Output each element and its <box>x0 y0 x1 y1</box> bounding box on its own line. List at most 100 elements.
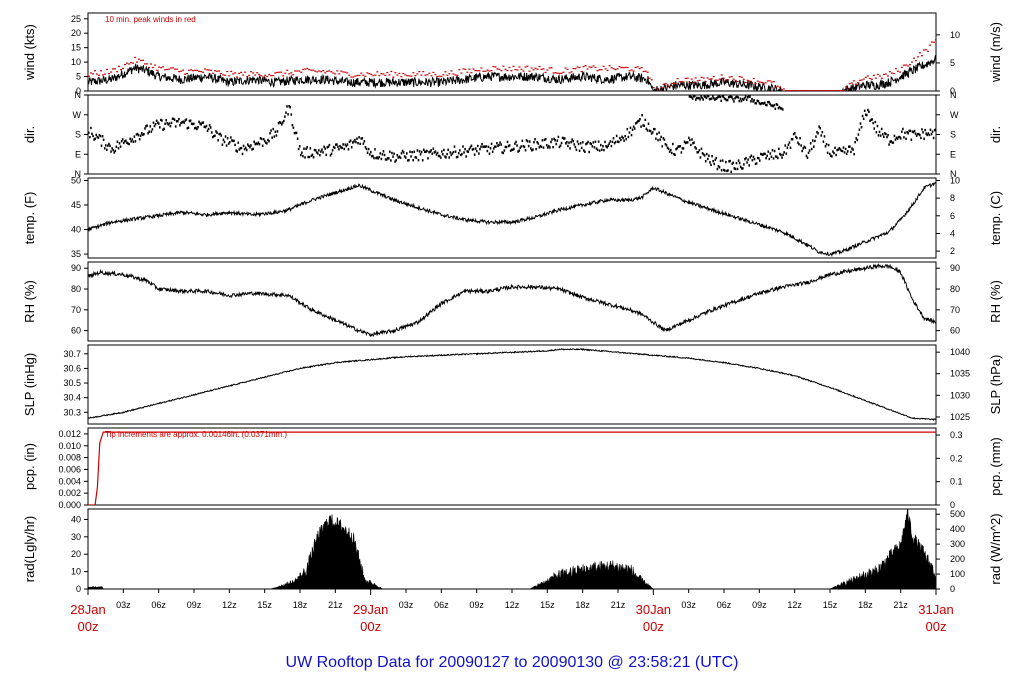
direction-mark <box>110 150 112 153</box>
hour-tick-label: 18z <box>293 600 308 610</box>
direction-mark <box>94 137 96 140</box>
direction-mark <box>315 151 318 154</box>
direction-mark <box>579 142 582 145</box>
peak-wind-mark <box>844 86 847 88</box>
direction-mark <box>716 96 718 100</box>
peak-wind-mark <box>634 66 637 68</box>
peak-wind-mark <box>496 68 499 70</box>
direction-mark <box>273 135 276 138</box>
series-line-wind <box>88 55 936 91</box>
direction-mark <box>834 146 836 150</box>
direction-mark <box>340 146 342 149</box>
peak-wind-mark <box>846 88 849 90</box>
direction-mark <box>391 151 393 155</box>
direction-mark <box>738 161 741 165</box>
peak-wind-mark <box>368 73 371 75</box>
peak-wind-mark <box>308 68 311 71</box>
direction-mark <box>380 157 383 161</box>
direction-mark <box>760 102 763 105</box>
peak-wind-mark <box>770 81 773 83</box>
direction-mark <box>318 149 320 152</box>
direction-mark <box>910 138 913 141</box>
peak-wind-mark <box>282 75 285 77</box>
peak-wind-mark <box>714 79 717 81</box>
peak-wind-mark <box>636 66 639 68</box>
direction-mark <box>730 170 732 174</box>
tick-label-left: 40 <box>71 514 81 524</box>
direction-mark <box>645 127 648 131</box>
peak-wind-mark <box>190 69 193 71</box>
direction-mark <box>501 151 503 154</box>
direction-mark <box>280 123 283 126</box>
direction-mark <box>127 142 129 145</box>
direction-mark <box>455 156 458 159</box>
peak-wind-mark <box>306 67 309 70</box>
peak-wind-mark <box>170 67 173 69</box>
peak-wind-mark <box>106 68 109 71</box>
direction-mark <box>769 102 771 105</box>
direction-mark <box>768 157 771 161</box>
direction-mark <box>849 145 851 148</box>
direction-mark <box>549 146 551 149</box>
direction-mark <box>614 140 617 144</box>
peak-wind-mark <box>206 69 209 71</box>
direction-mark <box>637 120 639 123</box>
direction-mark <box>389 150 391 153</box>
peak-wind-mark <box>300 71 303 73</box>
peak-wind-mark <box>602 65 605 67</box>
direction-mark <box>759 102 762 106</box>
peak-wind-mark <box>674 83 677 85</box>
peak-wind-mark <box>584 65 587 67</box>
direction-mark <box>700 95 702 98</box>
tick-label-left: 0.012 <box>58 429 81 439</box>
direction-mark <box>778 105 781 109</box>
direction-mark <box>220 134 223 137</box>
direction-mark <box>362 142 365 145</box>
direction-mark <box>902 127 904 131</box>
peak-wind-mark <box>890 72 893 74</box>
direction-mark <box>88 131 90 134</box>
direction-mark <box>377 157 379 160</box>
panel-frame <box>87 12 937 92</box>
direction-mark <box>758 102 761 105</box>
peak-wind-mark <box>740 76 743 78</box>
direction-mark <box>465 155 467 158</box>
direction-mark <box>186 127 189 130</box>
direction-mark <box>177 120 179 123</box>
direction-mark <box>212 135 214 139</box>
direction-mark <box>676 147 678 150</box>
direction-mark <box>731 162 734 166</box>
direction-mark <box>259 136 262 140</box>
direction-mark <box>693 141 695 144</box>
direction-mark <box>114 149 117 153</box>
peak-wind-mark <box>394 72 397 74</box>
direction-mark <box>534 138 536 141</box>
direction-mark <box>230 136 232 139</box>
direction-mark <box>474 147 477 150</box>
direction-mark <box>347 148 350 151</box>
direction-mark <box>392 155 394 158</box>
direction-mark <box>636 121 638 124</box>
peak-wind-mark <box>842 90 845 91</box>
peak-wind-mark <box>624 66 627 69</box>
direction-mark <box>738 99 741 103</box>
direction-mark <box>435 153 438 156</box>
direction-mark <box>472 147 475 151</box>
direction-mark <box>371 155 373 158</box>
direction-mark <box>202 121 205 124</box>
peak-wind-mark <box>578 66 581 69</box>
direction-mark <box>881 133 884 136</box>
direction-mark <box>481 142 483 146</box>
direction-mark <box>240 146 243 150</box>
direction-mark <box>292 126 295 129</box>
direction-mark <box>880 127 883 131</box>
direction-mark <box>619 136 621 140</box>
direction-mark <box>690 143 692 147</box>
direction-mark <box>710 97 713 100</box>
peak-wind-mark <box>682 81 685 83</box>
panel-temp: temp. (F) temp. (C) 35 40 45 50 2 4 6 8 10 <box>22 175 1003 259</box>
direction-mark <box>404 156 407 159</box>
peak-wind-mark <box>384 74 387 76</box>
direction-mark <box>707 95 710 98</box>
peak-wind-mark <box>298 70 301 72</box>
